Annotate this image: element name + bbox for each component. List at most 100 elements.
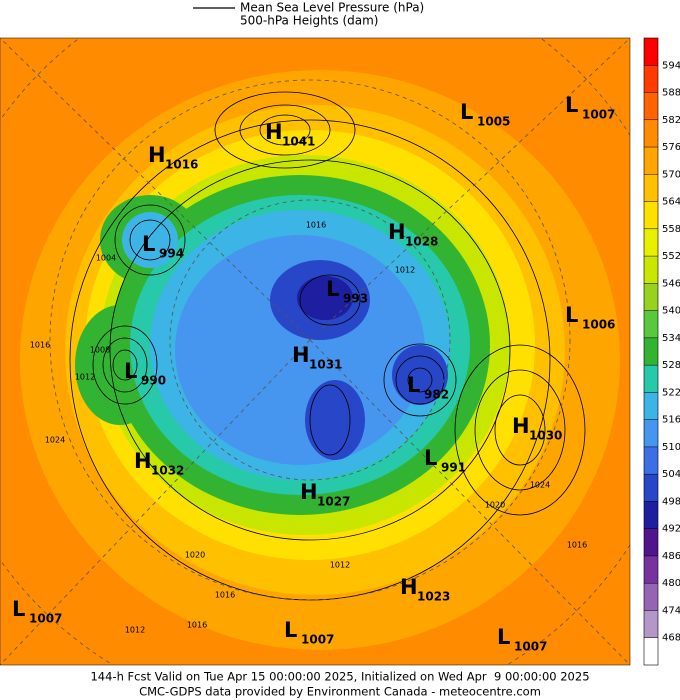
center-pressure: 1023 [417, 590, 450, 604]
center-letter: H [265, 120, 283, 144]
colorbar-label: 516 [662, 415, 680, 426]
colorbar-band [644, 501, 658, 529]
colorbar-label: 576 [662, 142, 680, 153]
colorbar-band [644, 228, 658, 257]
colorbar-label: 564 [662, 197, 680, 208]
colorbar-band [644, 119, 658, 148]
colorbar-band [644, 310, 658, 339]
colorbar-label: 498 [662, 496, 680, 507]
contour-label: 1016 [187, 621, 207, 630]
center-pressure: 1028 [405, 235, 438, 249]
center-letter: L [460, 100, 473, 124]
center-pressure: 994 [159, 247, 184, 261]
center-pressure: 1041 [282, 135, 315, 149]
legend-heights: 500-hPa Heights (dam) [240, 14, 378, 28]
colorbar-label: 486 [662, 551, 680, 562]
center-pressure: 1007 [301, 633, 334, 647]
center-pressure: 1030 [529, 429, 562, 443]
colorbar-label: 480 [662, 578, 680, 589]
center-letter: L [424, 446, 437, 470]
contour-label: 1016 [306, 221, 326, 230]
colorbar-band [644, 392, 658, 420]
center-letter: L [565, 303, 578, 327]
contour-label: 1020 [185, 551, 205, 560]
center-letter: H [148, 143, 166, 167]
colorbar-label: 492 [662, 524, 680, 535]
colorbar-band [644, 283, 658, 311]
center-letter: H [400, 575, 418, 599]
center-letter: L [565, 93, 578, 117]
center-letter: H [300, 480, 318, 504]
center-pressure: 990 [141, 374, 166, 388]
contour-label: 1020 [485, 501, 505, 510]
colorbar-band [644, 474, 658, 502]
colorbar-band [644, 92, 658, 121]
center-letter: L [407, 373, 420, 397]
center-letter: L [497, 625, 510, 649]
center-pressure: 1031 [309, 358, 342, 372]
colorbar-label: 588 [662, 88, 680, 99]
center-pressure: 991 [441, 461, 466, 475]
colorbar-band [644, 555, 658, 584]
center-letter: L [284, 618, 297, 642]
map-frame [0, 37, 631, 666]
contour-label: 1024 [530, 481, 550, 490]
center-pressure: 1032 [151, 464, 184, 478]
colorbar-label: 522 [662, 387, 680, 398]
colorbar-band [644, 637, 658, 665]
colorbar-label: 552 [662, 251, 680, 262]
contour-label: 1012 [395, 266, 415, 275]
colorbar-band [644, 528, 658, 557]
center-pressure: 1016 [165, 158, 198, 172]
contour-label: 1004 [96, 254, 116, 263]
center-pressure: 1006 [582, 318, 615, 332]
footer-credit: CMC-GDPS data provided by Environment Ca… [139, 685, 541, 699]
colorbar-band [644, 583, 658, 611]
footer-forecast: 144-h Fcst Valid on Tue Apr 15 00:00:00 … [90, 670, 589, 684]
center-pressure: 1007 [582, 108, 615, 122]
contour-label: 1016 [215, 591, 235, 600]
center-letter: L [142, 232, 155, 256]
colorbar-label: 504 [662, 469, 680, 480]
colorbar-band [644, 65, 658, 93]
center-letter: H [388, 220, 406, 244]
colorbar-band [644, 610, 658, 639]
center-pressure: 993 [343, 292, 368, 306]
contour-label: 1012 [125, 626, 145, 635]
colorbar-band [644, 38, 658, 66]
colorbar-label: 540 [662, 306, 680, 317]
legend-mslp: Mean Sea Level Pressure (hPa) [240, 1, 424, 15]
colorbar-band [644, 256, 658, 284]
center-letter: L [326, 277, 339, 301]
colorbar-band [644, 174, 658, 202]
contour-label: 1016 [567, 541, 587, 550]
center-pressure: 1007 [29, 612, 62, 626]
center-pressure: 1027 [317, 495, 350, 509]
colorbar-band [644, 201, 658, 230]
center-letter: H [292, 343, 310, 367]
colorbar-label: 528 [662, 360, 680, 371]
contour-label: 1012 [330, 561, 350, 570]
center-pressure: 982 [424, 388, 449, 402]
center-letter: L [124, 359, 137, 383]
colorbar-frame [643, 37, 659, 666]
colorbar-label: 468 [662, 633, 680, 644]
colorbar: 594 588 582 576 570 564 558 552 546 540 534 528 522 5… [643, 37, 680, 666]
colorbar-label: 582 [662, 115, 680, 126]
center-letter: H [512, 414, 530, 438]
colorbar-label: 570 [662, 169, 680, 180]
colorbar-band [644, 337, 658, 366]
colorbar-label: 510 [662, 442, 680, 453]
center-pressure: 1005 [477, 115, 510, 129]
center-letter: L [12, 597, 25, 621]
colorbar-label: 558 [662, 224, 680, 235]
colorbar-band [644, 446, 658, 475]
contour-label: 1024 [45, 436, 65, 445]
colorbar-label: 474 [662, 605, 680, 616]
colorbar-band [644, 365, 658, 393]
colorbar-label: 534 [662, 333, 680, 344]
colorbar-label: 546 [662, 278, 680, 289]
colorbar-label: 594 [662, 60, 680, 71]
